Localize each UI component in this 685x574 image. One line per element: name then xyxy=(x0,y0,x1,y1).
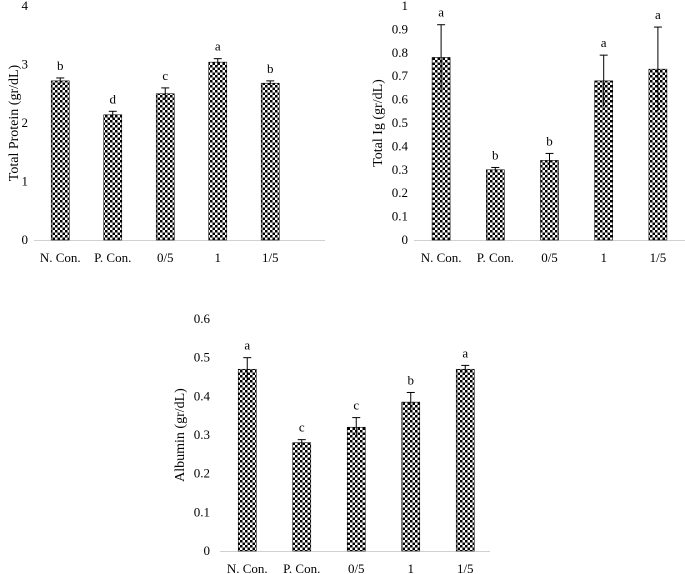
significance-letter: c xyxy=(353,398,359,413)
y-tick-label: 0.6 xyxy=(194,311,211,326)
bar xyxy=(292,442,312,552)
x-tick-label: P. Con. xyxy=(477,250,514,265)
significance-letter: a xyxy=(244,338,250,353)
y-axis-label: Albumin (gr/dL) xyxy=(173,388,188,482)
y-tick-label: 0.3 xyxy=(392,162,408,177)
y-tick-label: 0.8 xyxy=(392,45,408,60)
bar xyxy=(485,169,505,241)
bar xyxy=(103,114,123,241)
bar xyxy=(260,82,280,241)
y-tick-label: 0.4 xyxy=(194,388,211,403)
y-tick-label: 0.4 xyxy=(392,138,409,153)
significance-letter: d xyxy=(110,91,117,106)
y-tick-label: 0.1 xyxy=(194,504,210,519)
x-tick-label: 1/5 xyxy=(457,561,474,574)
significance-letter: a xyxy=(655,7,661,22)
x-tick-label: 1 xyxy=(600,250,607,265)
significance-letter: a xyxy=(462,345,468,360)
total-ig-chart: 0 0.1 0.2 0.3 0.4 0.5 0.6 0.7 0.8 0.9 1 Total Ig (g… xyxy=(371,0,685,265)
y-tick-label: 0 xyxy=(402,232,409,247)
bar xyxy=(155,93,175,241)
x-tick-label: N. Con. xyxy=(227,561,268,574)
y-tick-label: 0.9 xyxy=(392,21,408,36)
bar xyxy=(346,426,366,552)
bar xyxy=(237,368,257,552)
y-tick-label: 0.3 xyxy=(194,427,210,442)
significance-letter: b xyxy=(57,58,64,73)
bar xyxy=(455,368,475,552)
y-tick-label: 0 xyxy=(22,232,29,247)
y-tick-label: 0.6 xyxy=(392,92,409,107)
x-tick-label: 0/5 xyxy=(348,561,365,574)
x-tick-label: P. Con. xyxy=(283,561,320,574)
bar xyxy=(401,401,421,552)
y-tick-label: 0.5 xyxy=(392,115,408,130)
x-tick-label: N. Con. xyxy=(421,250,462,265)
significance-letter: a xyxy=(438,5,444,20)
significance-letter: c xyxy=(162,68,168,83)
y-tick-label: 0.1 xyxy=(392,209,408,224)
bar xyxy=(50,80,70,241)
x-tick-label: N. Con. xyxy=(40,250,81,265)
x-tick-label: 1/5 xyxy=(650,250,667,265)
y-axis-label: Total Protein (gr/dL) xyxy=(7,64,22,181)
y-tick-label: 0.7 xyxy=(392,68,409,83)
y-tick-label: 0.5 xyxy=(194,350,210,365)
significance-letter: b xyxy=(267,61,274,76)
y-tick-label: 4 xyxy=(22,0,29,13)
albumin-chart: 0 0.1 0.2 0.3 0.4 0.5 0.6 Albumin (gr/dL) a N. Co… xyxy=(173,311,490,574)
x-tick-label: 1 xyxy=(215,250,222,265)
significance-letter: b xyxy=(492,147,499,162)
bar xyxy=(208,61,228,241)
x-tick-label: 0/5 xyxy=(541,250,558,265)
significance-letter: a xyxy=(601,35,607,50)
significance-letter: b xyxy=(408,372,415,387)
significance-letter: b xyxy=(546,133,553,148)
x-tick-label: 1 xyxy=(408,561,415,574)
y-tick-label: 3 xyxy=(22,57,29,72)
x-tick-label: 0/5 xyxy=(157,250,174,265)
y-tick-label: 2 xyxy=(22,115,29,130)
y-tick-label: 0.2 xyxy=(392,185,408,200)
y-tick-label: 0.2 xyxy=(194,466,210,481)
y-axis-label: Total Ig (gr/dL) xyxy=(371,79,386,167)
significance-letter: a xyxy=(215,39,221,54)
y-tick-label: 1 xyxy=(22,174,29,189)
x-tick-label: 1/5 xyxy=(262,250,279,265)
x-tick-label: P. Con. xyxy=(94,250,131,265)
y-tick-label: 1 xyxy=(402,0,409,13)
total-protein-chart: 0 1 2 3 4 Total Protein (gr/dL) b N. Con. d P. Co… xyxy=(7,0,325,265)
significance-letter: c xyxy=(299,420,305,435)
bar xyxy=(540,160,559,241)
y-tick-label: 0 xyxy=(204,543,211,558)
